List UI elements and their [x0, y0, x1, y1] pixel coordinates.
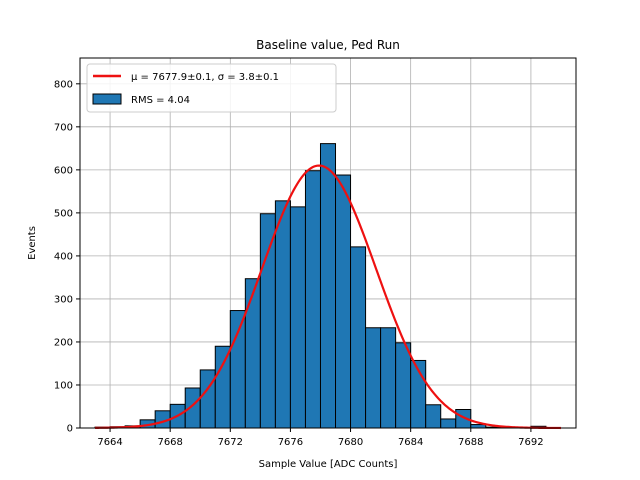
histogram-bar	[304, 170, 321, 429]
histogram-bar	[425, 404, 442, 429]
histogram-bar	[395, 342, 412, 429]
histogram-bar	[244, 278, 261, 429]
y-axis-label: Events	[27, 226, 38, 260]
x-tick-label: 7668	[157, 437, 182, 448]
y-tick-label: 700	[54, 122, 73, 133]
histogram-bar	[319, 143, 337, 429]
histogram-bar	[380, 327, 397, 429]
legend-rms-label: RMS = 4.04	[131, 95, 190, 106]
histogram-bar	[350, 246, 367, 429]
x-tick-label: 7680	[338, 437, 363, 448]
y-tick-label: 400	[54, 251, 73, 262]
axis-ticks: 7664 7668 7672 7676 7680 7684 7688 7692 0 100 200 3…	[54, 79, 544, 448]
y-tick-label: 800	[54, 79, 73, 90]
histogram-bar	[365, 327, 382, 429]
x-tick-label: 7664	[97, 437, 122, 448]
plot-frame	[79, 57, 577, 429]
legend-fit-label: μ = 7677.9±0.1, σ = 3.8±0.1	[131, 72, 279, 83]
histogram-bar	[259, 213, 276, 429]
histogram-bar	[229, 310, 246, 429]
x-tick-label: 7684	[398, 437, 423, 448]
y-tick-label: 0	[67, 424, 73, 435]
y-tick-label: 300	[54, 294, 73, 305]
chart-title: Baseline value, Ped Run	[256, 38, 400, 52]
histogram-bar	[289, 206, 306, 429]
y-tick-label: 500	[54, 208, 73, 219]
fit-curve-group	[95, 164, 561, 430]
gaussian-fit-curve	[95, 164, 561, 430]
legend-histogram-swatch	[92, 93, 122, 105]
x-tick-label: 7672	[218, 437, 243, 448]
histogram-bar	[274, 200, 291, 429]
legend: μ = 7677.9±0.1, σ = 3.8±0.1 RMS = 4.04	[86, 63, 337, 113]
histogram-bar	[440, 418, 457, 429]
histogram-bar	[214, 345, 231, 429]
x-tick-label: 7676	[278, 437, 303, 448]
legend-box	[86, 63, 337, 113]
x-tick-label: 7692	[518, 437, 543, 448]
histogram-bar	[199, 369, 216, 429]
histogram-bar	[184, 387, 201, 429]
histogram-bar	[470, 424, 487, 429]
histogram-bar	[335, 174, 352, 429]
y-tick-label: 100	[54, 380, 73, 391]
x-tick-label: 7688	[458, 437, 483, 448]
x-axis-label: Sample Value [ADC Counts]	[259, 459, 398, 470]
y-tick-label: 200	[54, 337, 73, 348]
y-tick-label: 600	[54, 165, 73, 176]
